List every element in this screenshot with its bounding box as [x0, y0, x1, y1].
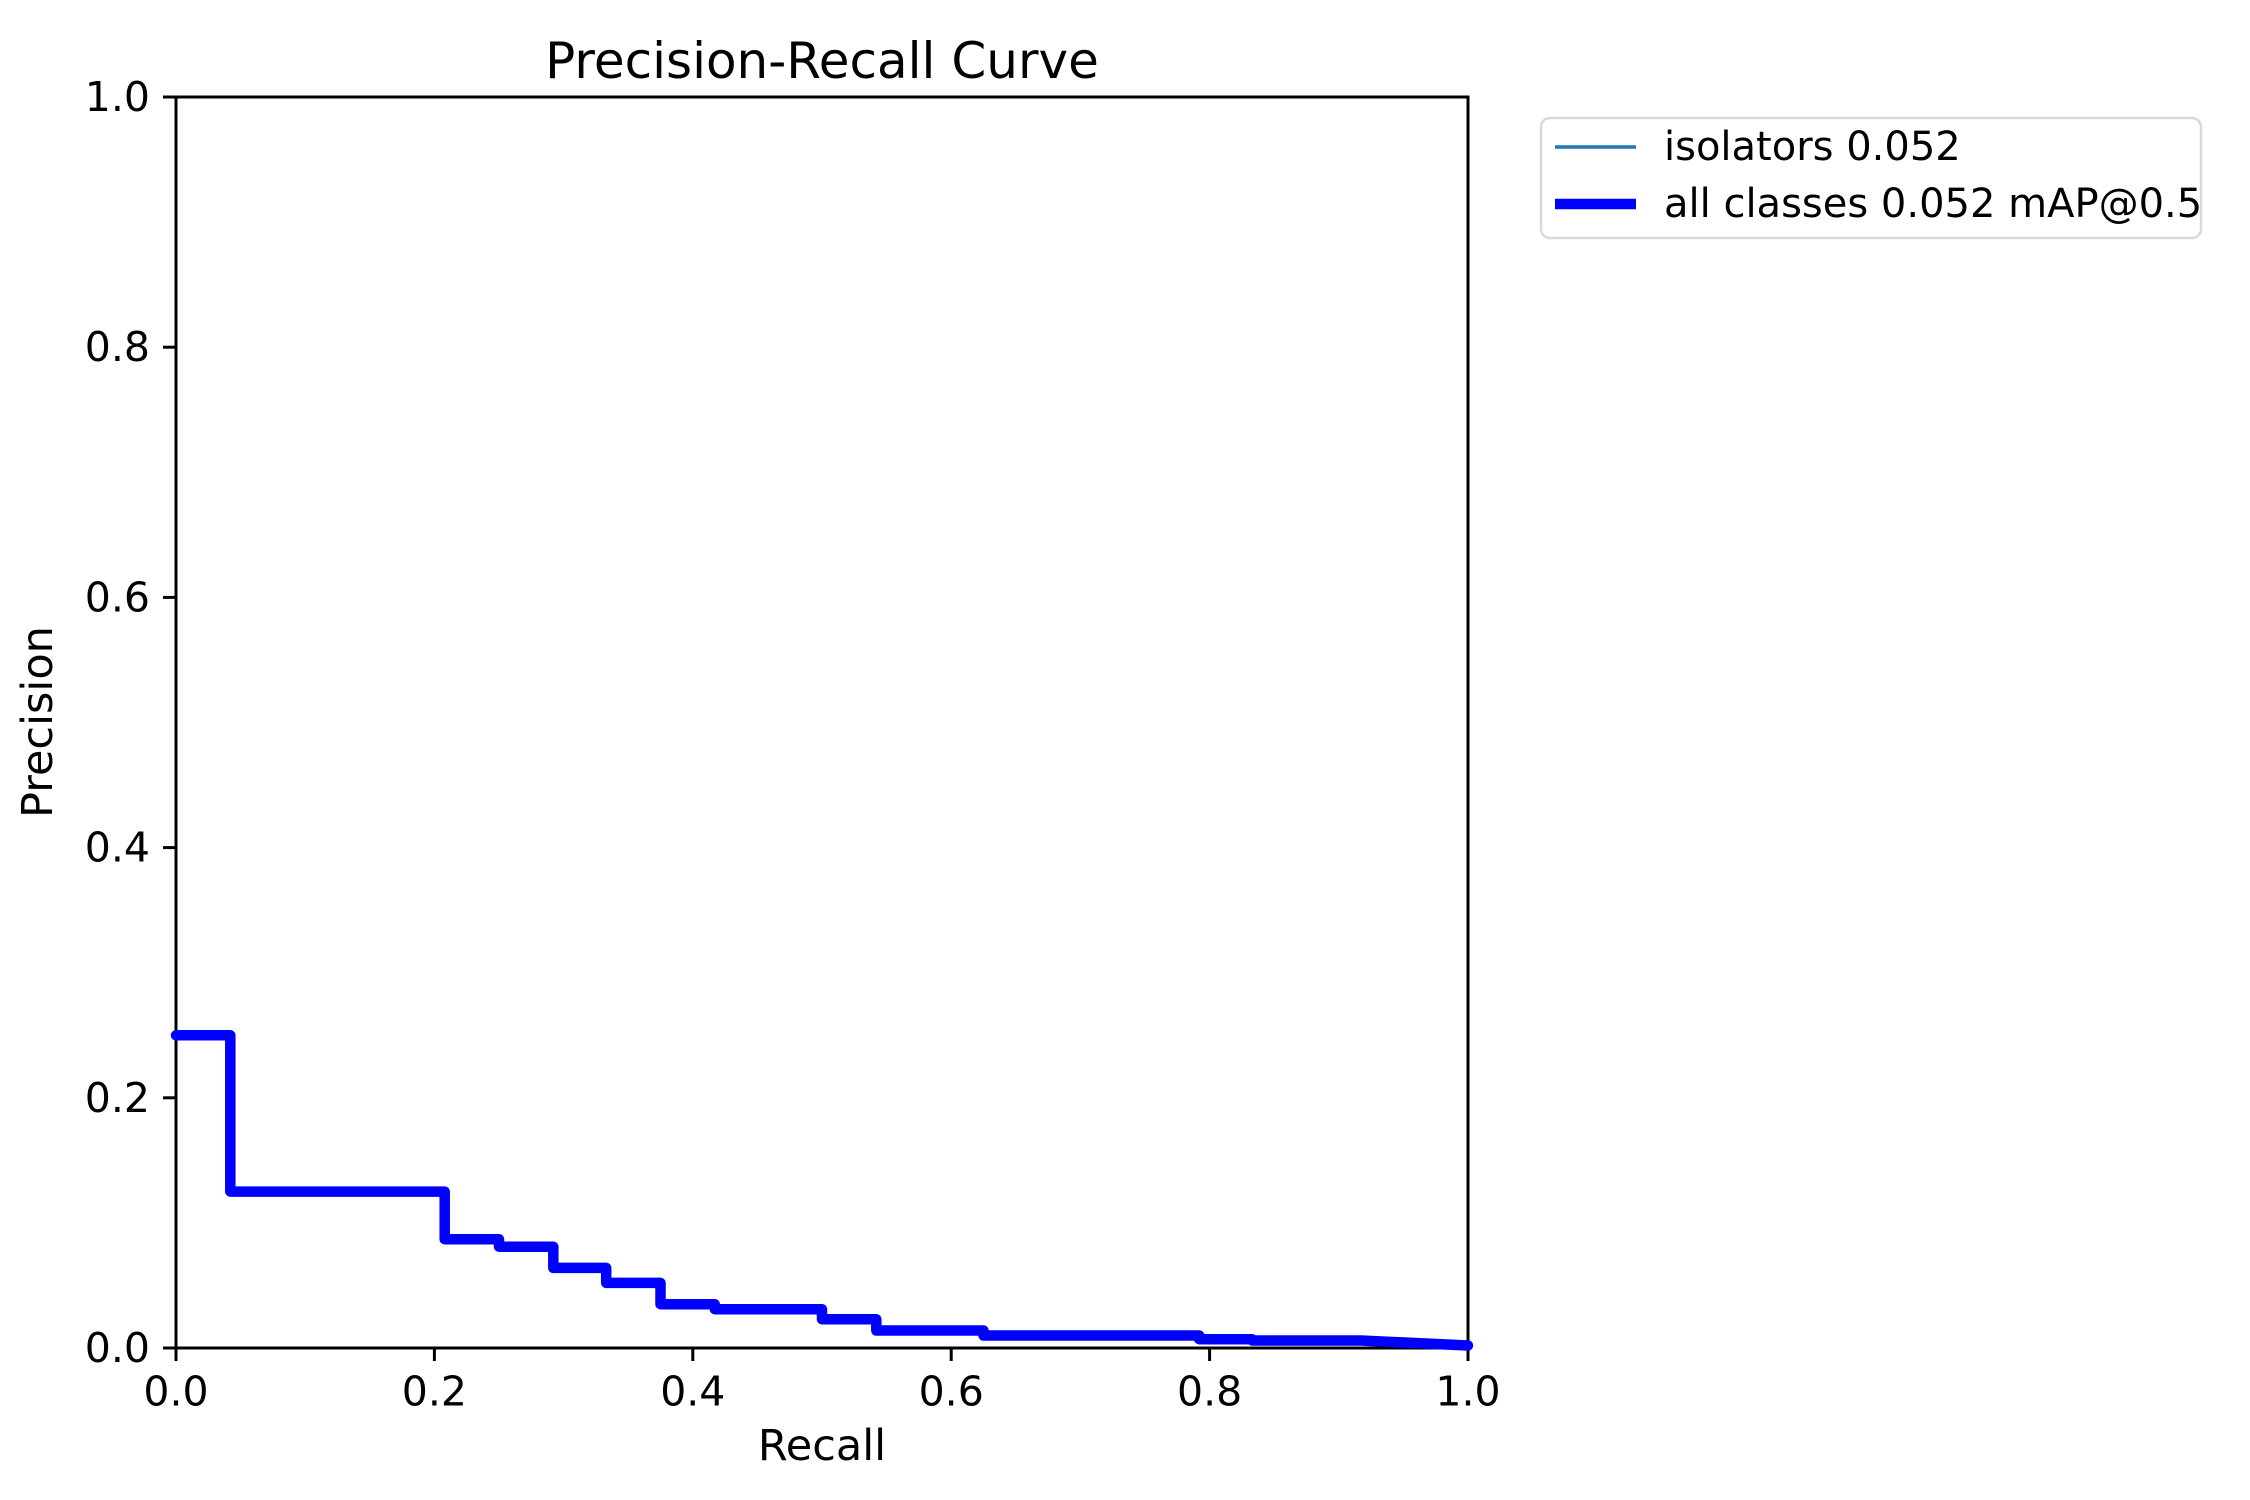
pr-curve-all-classes — [170, 1030, 1474, 1351]
x-tick-label: 0.6 — [919, 1367, 984, 1415]
legend-label-all-classes: all classes 0.052 mAP@0.5 — [1664, 181, 2202, 227]
y-tick-label: 0.8 — [85, 323, 150, 371]
curves — [170, 1030, 1474, 1351]
y-tick-label: 0.6 — [85, 573, 150, 621]
axes-spines — [174, 95, 1470, 1350]
x-tick-label: 0.8 — [1177, 1367, 1242, 1415]
x-axis-label: Recall — [758, 1421, 886, 1471]
y-tick-label: 0.2 — [85, 1074, 150, 1122]
axes: 0.0 0.2 0.4 0.6 0.8 1.0 0.0 0.2 0.4 0.6 0.8 1.0 — [85, 73, 1501, 1415]
y-axis-label: Precision — [13, 626, 63, 818]
chart-title: Precision-Recall Curve — [545, 32, 1099, 90]
legend: isolators 0.052 all classes 0.052 mAP@0.… — [1539, 116, 2203, 240]
x-tick-label: 0.2 — [402, 1367, 467, 1415]
y-tick-label: 0.4 — [85, 824, 150, 872]
legend-label-isolators: isolators 0.052 — [1664, 124, 1961, 170]
y-tick-label: 1.0 — [85, 73, 150, 121]
y-tick-label: 0.0 — [85, 1324, 150, 1372]
x-tick-label: 0.0 — [143, 1367, 208, 1415]
x-tick-label: 1.0 — [1435, 1367, 1500, 1415]
x-tick-label: 0.4 — [660, 1367, 725, 1415]
legend-box — [1539, 116, 2203, 240]
